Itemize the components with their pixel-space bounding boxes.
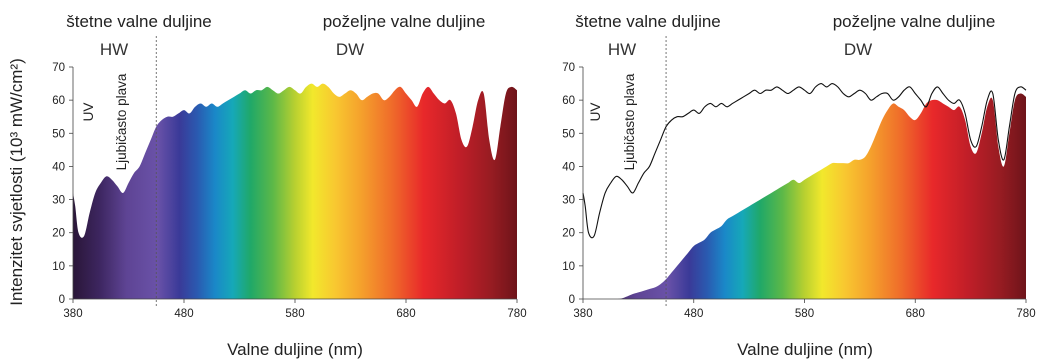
x-tick-label: 580 bbox=[285, 308, 304, 320]
x-axis-label-right: Valne duljine (nm) bbox=[737, 340, 873, 359]
desirable-region-label: poželjne valne duljine bbox=[323, 12, 486, 31]
unfiltered-spectrum-outline bbox=[582, 83, 1027, 239]
y-tick-label: 20 bbox=[52, 228, 65, 240]
y-axis-label: Intenzitet svjetlosti (10³ mW/cm²) bbox=[7, 58, 26, 306]
harmful-region-label: štetne valne duljine bbox=[575, 12, 721, 31]
y-tick-label: 20 bbox=[562, 228, 575, 240]
y-tick-label: 60 bbox=[52, 95, 65, 107]
y-tick-label: 60 bbox=[562, 95, 575, 107]
harmful-abbr: HW bbox=[608, 40, 636, 59]
harmful-region-label: štetne valne duljine bbox=[66, 12, 212, 31]
x-tick-label: 480 bbox=[684, 308, 703, 320]
desirable-abbr: DW bbox=[844, 40, 872, 59]
harmful-abbr: HW bbox=[100, 40, 128, 59]
uv-band-label: UV bbox=[588, 103, 603, 122]
y-tick-label: 70 bbox=[562, 62, 575, 74]
y-tick-label: 30 bbox=[52, 195, 65, 207]
y-tick-label: 50 bbox=[562, 128, 575, 140]
x-tick-label: 680 bbox=[396, 308, 415, 320]
axes-right: 0 10 20 30 40 50 60 70 380 480 580 680 780 bbox=[562, 62, 1035, 320]
filtered-spectrum-area bbox=[583, 93, 1026, 300]
y-tick-label: 0 bbox=[59, 294, 65, 306]
desirable-region-label: poželjne valne duljine bbox=[833, 12, 996, 31]
y-tick-label: 0 bbox=[569, 294, 575, 306]
desirable-abbr: DW bbox=[336, 40, 364, 59]
x-tick-label: 380 bbox=[573, 308, 592, 320]
y-tick-label: 50 bbox=[52, 128, 65, 140]
chart-right: 0 10 20 30 40 50 60 70 380 480 580 680 780 štetne va… bbox=[562, 12, 1035, 359]
y-tick-label: 10 bbox=[52, 261, 65, 273]
x-tick-label: 680 bbox=[906, 308, 925, 320]
violet-blue-band-label: Ljubičasto plava bbox=[114, 73, 129, 170]
x-axis-label-left: Valne duljine (nm) bbox=[227, 340, 363, 359]
chart-left: 0 10 20 30 40 50 60 70 380 480 580 680 780 štetne va… bbox=[52, 12, 526, 359]
y-tick-label: 40 bbox=[562, 161, 575, 173]
x-tick-label: 780 bbox=[507, 308, 526, 320]
y-tick-label: 40 bbox=[52, 161, 65, 173]
y-tick-label: 10 bbox=[562, 261, 575, 273]
x-tick-label: 380 bbox=[63, 308, 82, 320]
y-tick-label: 30 bbox=[562, 195, 575, 207]
violet-blue-band-label: Ljubičasto plava bbox=[622, 73, 637, 170]
y-tick-label: 70 bbox=[52, 62, 65, 74]
uv-band-label: UV bbox=[81, 103, 96, 122]
axes-left: 0 10 20 30 40 50 60 70 380 480 580 680 780 bbox=[52, 62, 526, 320]
x-tick-label: 480 bbox=[174, 308, 193, 320]
spectrum-area-left bbox=[73, 83, 517, 299]
x-tick-label: 780 bbox=[1016, 308, 1035, 320]
x-tick-label: 580 bbox=[795, 308, 814, 320]
